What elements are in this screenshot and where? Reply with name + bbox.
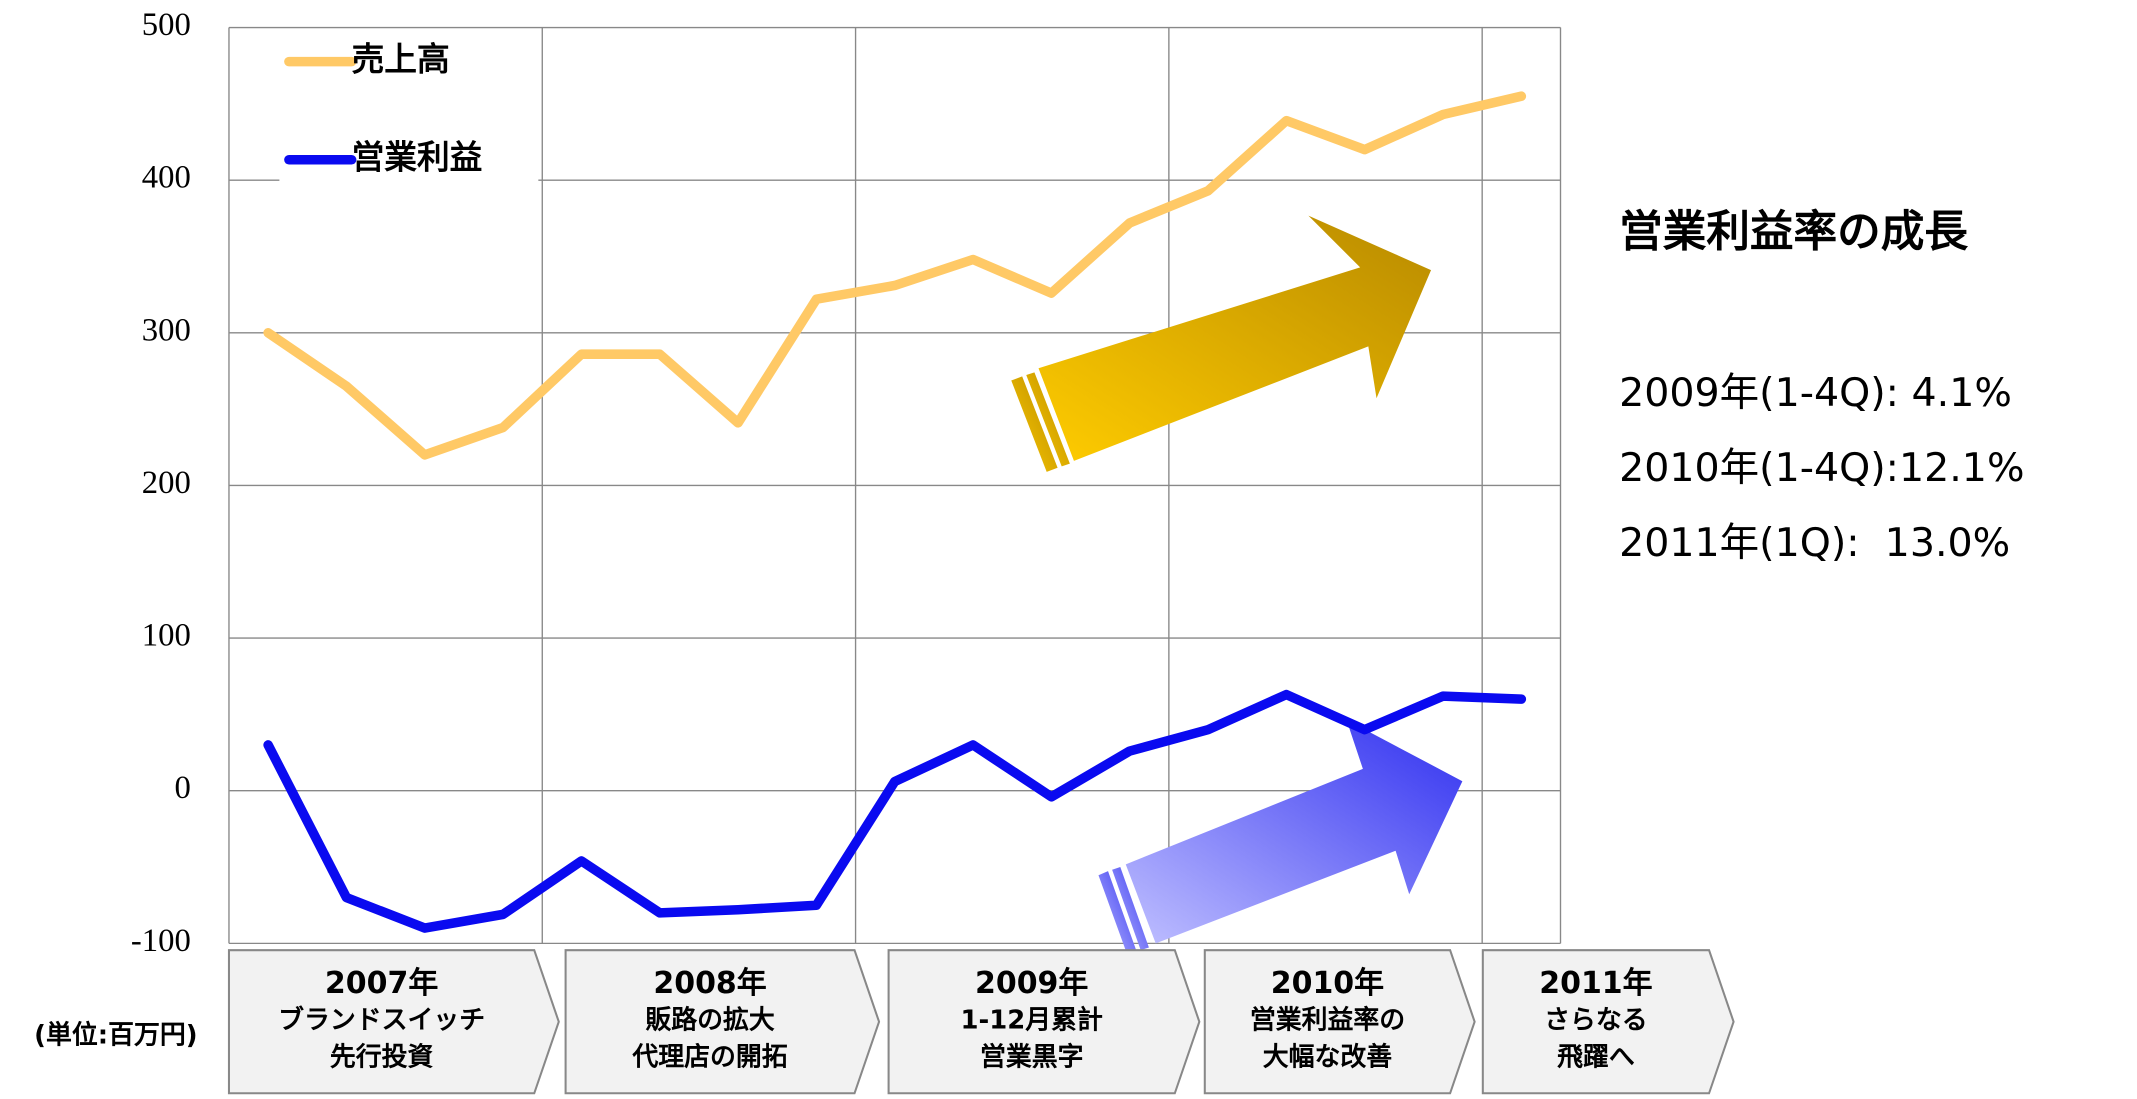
- stage-text: 販路の拡大: [645, 1005, 775, 1036]
- series-line: [263, 689, 1527, 933]
- stage-text: さらなる: [1544, 1006, 1648, 1036]
- stage-text: 2009年: [975, 966, 1088, 1001]
- series-line: [263, 91, 1527, 460]
- stage-text: 飛躍へ: [1557, 1042, 1635, 1072]
- arrow-stripe: [1098, 871, 1137, 955]
- stage-text: 代理店の開拓: [631, 1042, 787, 1072]
- stage-text: 2007年: [325, 966, 438, 1001]
- y-tick-label: 400: [142, 160, 191, 196]
- stage-text: 先行投資: [330, 1041, 434, 1072]
- decor-arrows: [1011, 215, 1463, 955]
- stage-chevron: [1481, 949, 1735, 1095]
- stage-text: 営業利益率の: [1250, 1005, 1405, 1036]
- legend-label: 営業利益: [352, 139, 483, 177]
- legend-label: 売上高: [352, 41, 450, 79]
- panel-line: 2010年(1-4Q):12.1%: [1619, 445, 2024, 491]
- y-tick-label: 300: [142, 312, 191, 348]
- stage-chevron: [1203, 949, 1476, 1095]
- arrow-stripe: [1011, 376, 1058, 472]
- stage-text: 2008年: [653, 966, 766, 1001]
- y-tick-label: -100: [131, 923, 191, 959]
- arrow-stripe: [1112, 867, 1149, 951]
- stage-text: 2011年: [1539, 966, 1652, 1001]
- y-tick-label: 200: [142, 465, 191, 501]
- unit-label: (単位:百万円): [34, 1020, 197, 1051]
- panel-line: 2011年(1Q): 13.0%: [1619, 520, 2010, 566]
- y-tick-label: 0: [174, 770, 190, 806]
- y-tick-label: 500: [142, 7, 191, 43]
- panel-title: 営業利益率の成長: [1619, 208, 1968, 258]
- stage-text: ブランドスイッチ: [278, 1005, 485, 1036]
- stage-text: 1-12月累計: [961, 1005, 1104, 1036]
- stage-text: 営業黒字: [980, 1041, 1084, 1072]
- stage-text: 大幅な改善: [1263, 1041, 1393, 1072]
- trend-arrow: [1038, 215, 1432, 461]
- stage-chevron: [887, 949, 1201, 1095]
- y-tick-label: 100: [142, 618, 191, 654]
- stage-chevron: [227, 949, 560, 1095]
- panel-line: 2009年(1-4Q): 4.1%: [1619, 370, 2012, 416]
- trend-arrow: [1125, 719, 1463, 944]
- arrow-stripe: [1026, 372, 1070, 467]
- stage-text: 2010年: [1271, 966, 1384, 1001]
- stage-chevron: [564, 949, 881, 1095]
